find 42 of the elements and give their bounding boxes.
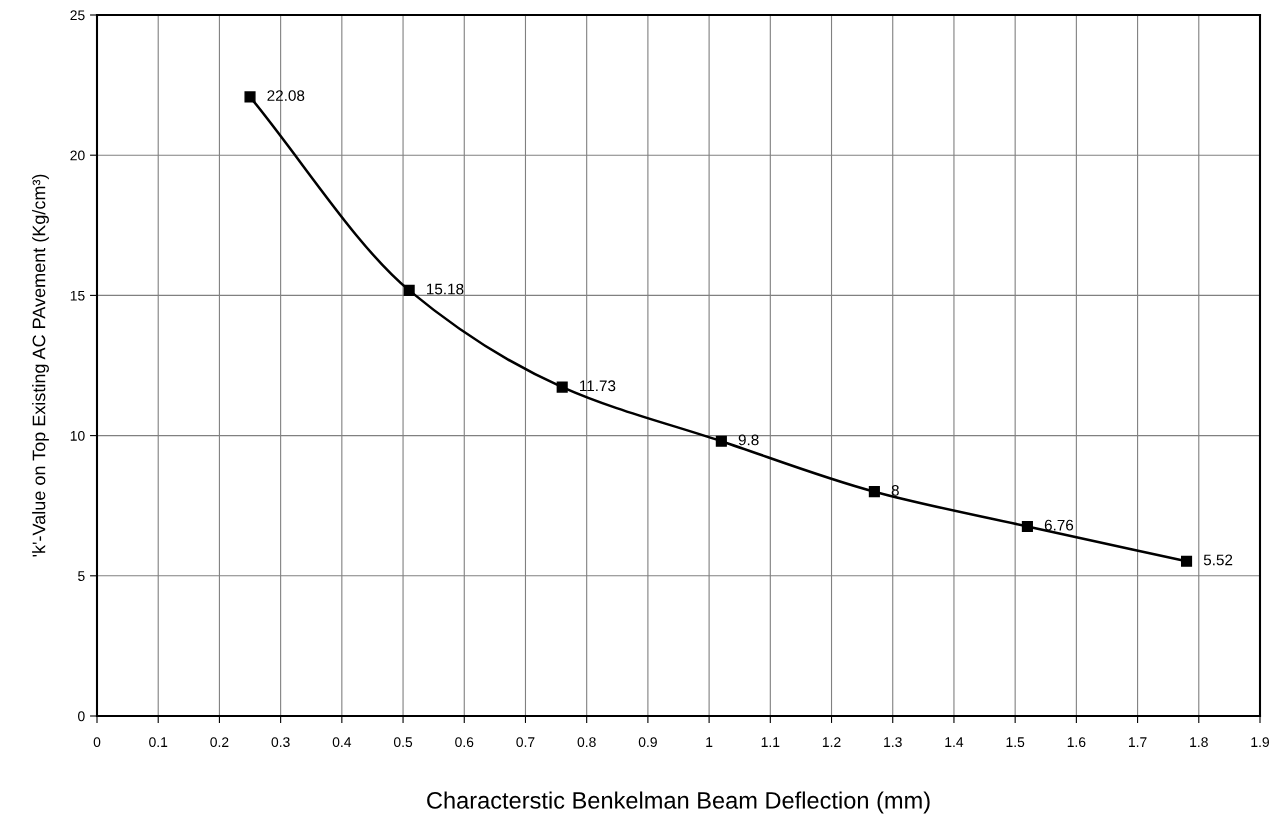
x-tick-label: 0.8 — [577, 737, 596, 748]
point — [403, 284, 415, 296]
x-tick-label: 0.9 — [638, 737, 657, 748]
y-tick-label: 20 — [70, 150, 85, 161]
x-axis-title: Characterstic Benkelman Beam Deflection (mm) — [427, 791, 930, 814]
x-tick-label: 1.5 — [1006, 737, 1025, 748]
point — [244, 91, 256, 103]
x-tick-label: 1 — [706, 737, 713, 747]
x-tick-label: 0.3 — [271, 737, 290, 748]
point — [1180, 555, 1193, 567]
text: 15.18 — [427, 283, 464, 295]
x-tick-label: 0.2 — [210, 737, 229, 748]
point — [556, 381, 568, 393]
x-tick-label: 1.3 — [884, 737, 902, 748]
x-tick-label: 0.7 — [516, 737, 535, 748]
text: 6.76 — [1044, 519, 1074, 531]
x-tick-label: 1.6 — [1067, 737, 1086, 748]
x-tick-label: 0.1 — [149, 737, 168, 748]
x-tick-label: 0 — [93, 737, 101, 748]
x-tick-label: 0.5 — [393, 737, 413, 748]
y-tick-label: 5 — [78, 571, 85, 581]
text: 5.52 — [1203, 554, 1233, 566]
x-tick-label: 1.8 — [1190, 737, 1208, 748]
x-tick-label: 0.6 — [455, 737, 474, 748]
text: 8 — [891, 484, 899, 496]
x-tick-label: 1.7 — [1128, 737, 1147, 747]
x-tick-label: 1.1 — [761, 737, 780, 747]
point — [1021, 520, 1033, 533]
x-tick-label: 0.4 — [332, 737, 352, 748]
point — [715, 435, 727, 447]
x-tick-label: 1.2 — [822, 737, 841, 747]
y-tick-label: 10 — [70, 430, 85, 441]
x-tick-label: 1.9 — [1251, 737, 1269, 748]
point — [868, 486, 880, 498]
text: 22.08 — [267, 90, 305, 101]
text: 9.8 — [738, 434, 759, 446]
text: 11.73 — [580, 380, 616, 392]
y-tick-label: 15 — [70, 290, 85, 301]
x-tick-label: 1.4 — [945, 737, 964, 747]
y-tick-label: 25 — [70, 10, 85, 21]
y-axis-title: 'k'-Value on Top Existing AC PAvement (Kg/cm³) — [32, 174, 49, 557]
y-tick-label: 0 — [78, 711, 85, 722]
